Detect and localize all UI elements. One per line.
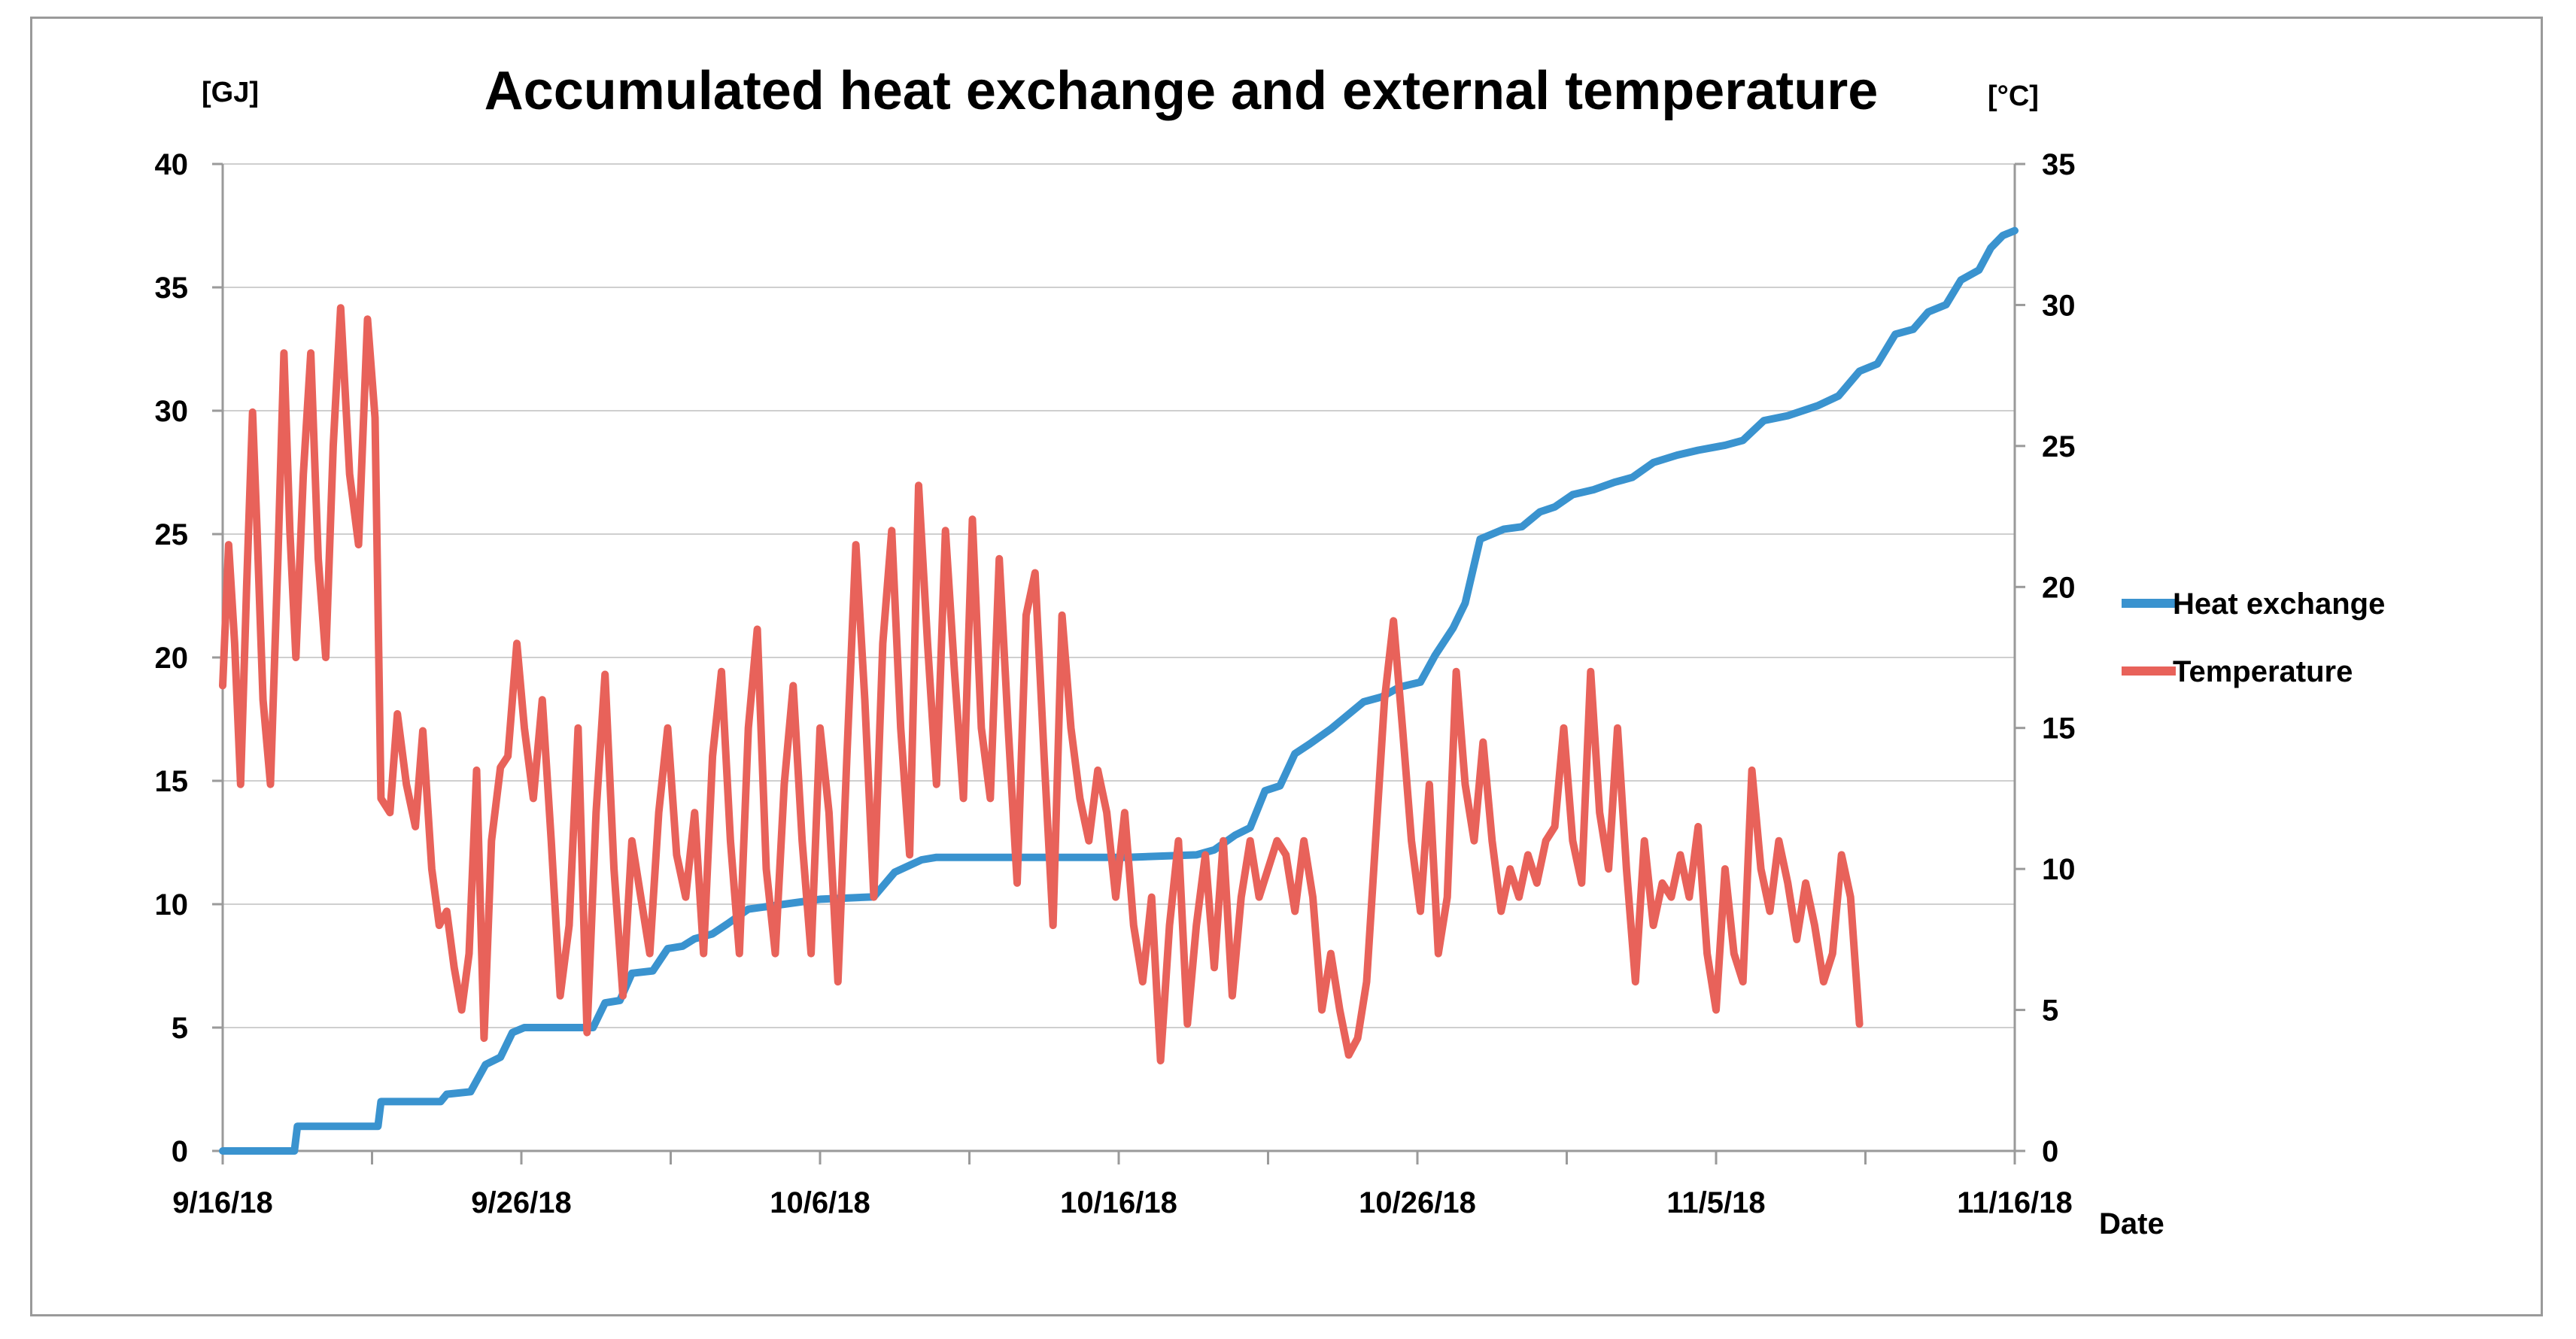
- right-tick-label-20: 20: [2042, 571, 2076, 604]
- left-tick-label-5: 5: [172, 1012, 188, 1045]
- x-axis-label: Date: [2099, 1207, 2164, 1240]
- left-axis-unit: [GJ]: [202, 77, 259, 108]
- left-axis-ticks: 0 5 10 15 20 25 30 35 40: [155, 148, 223, 1168]
- x-tick-label-4: 10/26/18: [1359, 1186, 1476, 1219]
- legend-heat-exchange-label: Heat exchange: [2173, 588, 2385, 621]
- right-tick-label-15: 15: [2042, 712, 2076, 745]
- series-lines: [219, 226, 2019, 1155]
- right-tick-label-5: 5: [2042, 994, 2058, 1028]
- right-tick-label-35: 35: [2042, 148, 2076, 181]
- legend: Heat exchange Temperature: [2122, 588, 2385, 688]
- x-tick-label-6: 11/16/18: [1957, 1186, 2073, 1219]
- x-tick-label-1: 9/26/18: [471, 1186, 571, 1219]
- right-tick-label-30: 30: [2042, 289, 2076, 322]
- right-tick-label-0: 0: [2042, 1135, 2058, 1168]
- left-tick-label-10: 10: [155, 888, 189, 922]
- heat-exchange-line: [219, 226, 2019, 1155]
- right-tick-label-10: 10: [2042, 853, 2076, 886]
- x-tick-label-2: 10/6/18: [770, 1186, 870, 1219]
- right-axis-ticks: 0 5 10 15 20 25 30 35: [2015, 148, 2076, 1168]
- temperature-line: [219, 304, 1864, 1064]
- left-tick-label-40: 40: [155, 148, 189, 181]
- legend-temperature-label: Temperature: [2173, 655, 2353, 688]
- left-tick-label-0: 0: [172, 1135, 188, 1168]
- right-tick-label-25: 25: [2042, 430, 2076, 463]
- left-tick-label-30: 30: [155, 395, 189, 428]
- right-axis-unit: [°C]: [1988, 80, 2039, 112]
- x-tick-label-5: 11/5/18: [1666, 1186, 1765, 1219]
- left-tick-label-25: 25: [155, 518, 189, 551]
- left-tick-label-35: 35: [155, 272, 189, 305]
- left-tick-label-15: 15: [155, 765, 189, 798]
- x-tick-label-0: 9/16/18: [172, 1186, 272, 1219]
- chart-title: Accumulated heat exchange and external t…: [485, 61, 1879, 121]
- x-tick-label-3: 10/16/18: [1060, 1186, 1177, 1219]
- x-axis-ticks: 9/16/18 9/26/18 10/6/18 10/16/18 10/26/18 11/…: [172, 1151, 2073, 1219]
- left-tick-label-20: 20: [155, 642, 189, 675]
